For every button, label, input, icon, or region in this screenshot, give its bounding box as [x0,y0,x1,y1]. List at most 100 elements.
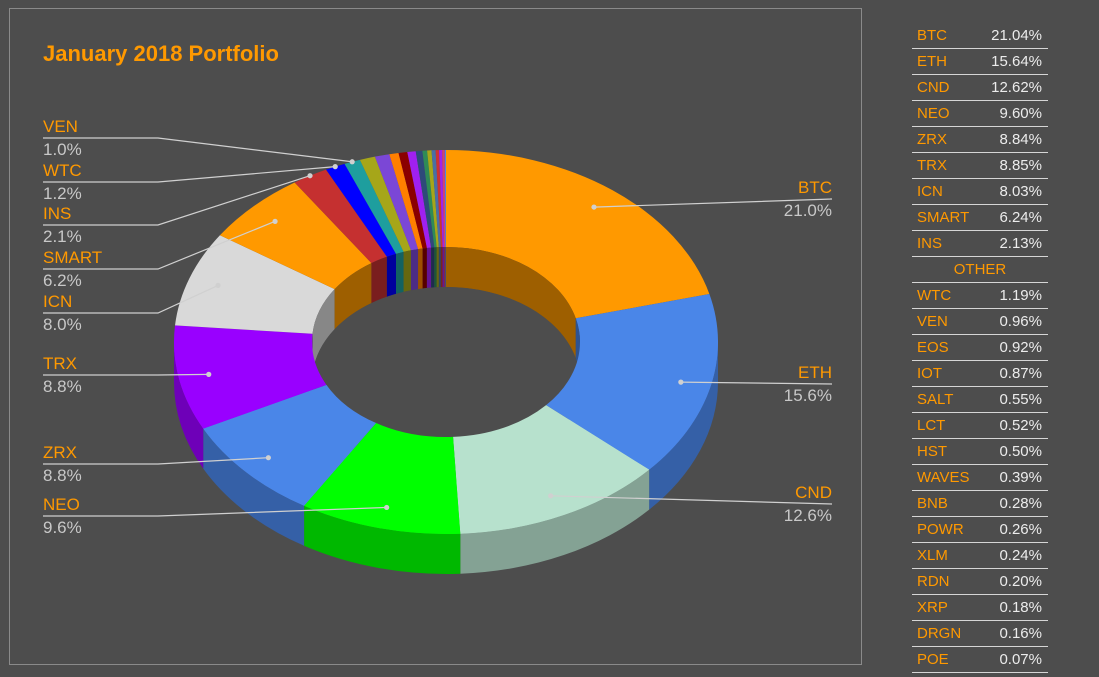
slice-front-cnd [453,405,650,534]
asset-percent: 0.28% [999,495,1042,512]
asset-percent: 0.55% [999,391,1042,408]
slice-drgn[interactable] [442,150,446,248]
slice-label-name: VEN [43,117,78,136]
slice-inner-wall-rdn [440,247,443,288]
slice-labels: BTC 21.0% ETH 15.6% CND 12.6% NEO 9.6% ZRX 8.8% TR… [43,117,833,537]
slice-xrp[interactable] [439,150,445,248]
table-row: ZRX 8.84% [912,127,1048,153]
asset-name: SMART [917,209,970,226]
slice-label-percent: 6.2% [43,271,82,290]
slice-label-percent: 9.6% [43,518,82,537]
leader-line-trx [43,373,209,376]
asset-percent: 1.19% [999,287,1042,304]
asset-name: WAVES [917,469,970,486]
asset-percent: 0.18% [999,599,1042,616]
slice-ven[interactable] [344,159,404,254]
slice-wall-trx [174,342,204,469]
asset-name: HST [917,443,947,460]
slice-label-name: ETH [798,363,832,382]
donut-chart: January 2018 Portfolio BTC 21.0% ETH 15.6% C… [43,41,833,574]
slice-wall-neo [304,505,461,574]
slice-wall-zrx [203,428,305,546]
slice-label-name: TRX [43,354,77,373]
slice-powr[interactable] [427,150,439,248]
slice-inner-wall-wtc [386,253,397,297]
slice-wall-cnd [460,469,650,574]
table-row: INS 2.13% [912,231,1048,257]
slice-label-percent: 8.0% [43,315,82,334]
asset-percent: 0.24% [999,547,1042,564]
asset-percent: 0.07% [999,651,1042,668]
leader-line-ins [43,175,311,226]
asset-percent: 12.62% [991,79,1042,96]
table-row: ICN 8.03% [912,179,1048,205]
leader-line-eth [680,381,833,385]
asset-percent: 21.04% [991,27,1042,44]
slice-label-name: INS [43,204,71,223]
slice-inner-wall-salt [418,248,423,290]
slice-label-percent: 1.0% [43,140,82,159]
asset-name: DRGN [917,625,962,642]
table-other-rows: WTC 1.19% VEN 0.96% EOS 0.92% IOT 0.87% SALT 0.55… [912,283,1048,673]
slice-poe[interactable] [444,150,446,248]
table-row: DRGN 0.16% [912,621,1048,647]
slice-label-percent: 15.6% [784,386,832,405]
slice-waves[interactable] [415,150,435,248]
slice-front-eth [546,342,718,470]
table-row: HST 0.50% [912,439,1048,465]
asset-percent: 8.03% [999,183,1042,200]
table-row: XRP 0.18% [912,595,1048,621]
leader-line-zrx [43,457,269,465]
asset-name: VEN [917,313,948,330]
leader-line-ven [43,137,353,163]
slice-ins[interactable] [294,169,387,264]
slice-bnb[interactable] [422,150,437,248]
table-row: ETH 15.64% [912,49,1048,75]
table-row: LCT 0.52% [912,413,1048,439]
table-row: BTC 21.04% [912,23,1048,49]
asset-name: CND [917,79,950,96]
slice-lct[interactable] [398,151,427,249]
slice-smart[interactable] [219,182,372,290]
asset-percent: 0.16% [999,625,1042,642]
asset-name: SALT [917,391,954,408]
slice-salt[interactable] [389,152,423,250]
leader-line-neo [43,506,387,517]
table-other-header: OTHER [912,257,1048,283]
slice-label-name: NEO [43,495,80,514]
slice-xlm[interactable] [431,150,441,248]
table-top-rows: BTC 21.04% ETH 15.64% CND 12.62% NEO 9.60% ZRX 8.… [912,23,1048,257]
table-row: BNB 0.28% [912,491,1048,517]
slice-iot[interactable] [374,154,419,251]
table-row: WTC 1.19% [912,283,1048,309]
leader-line-wtc [43,166,336,183]
slice-label-percent: 2.1% [43,227,82,246]
asset-name: NEO [917,105,950,122]
table-row: XLM 0.24% [912,543,1048,569]
leader-line-cnd [550,495,833,505]
asset-percent: 2.13% [999,235,1042,252]
leader-line-btc [593,198,833,208]
table-row: NEO 9.60% [912,101,1048,127]
slice-icn[interactable] [175,235,335,334]
slice-label-percent: 12.6% [784,506,832,525]
slice-inner-wall-bnb [434,247,437,288]
asset-name: XLM [917,547,948,564]
slice-hst[interactable] [407,151,432,248]
chart-frame: January 2018 Portfolio BTC 21.0% ETH 15.6% C… [9,8,862,665]
table-row: RDN 0.20% [912,569,1048,595]
slice-rdn[interactable] [435,150,443,248]
table-row: POE 0.07% [912,647,1048,673]
slice-inner-wall-btc [446,247,576,359]
asset-percent: 8.84% [999,131,1042,148]
asset-percent: 0.20% [999,573,1042,590]
slice-eos[interactable] [359,156,411,252]
slice-label-percent: 8.8% [43,377,82,396]
asset-name: RDN [917,573,950,590]
asset-percent: 0.87% [999,365,1042,382]
table-row: EOS 0.92% [912,335,1048,361]
slice-wtc[interactable] [326,163,397,257]
slice-btc[interactable] [446,150,710,319]
asset-percent: 0.92% [999,339,1042,356]
slice-label-name: ZRX [43,443,77,462]
